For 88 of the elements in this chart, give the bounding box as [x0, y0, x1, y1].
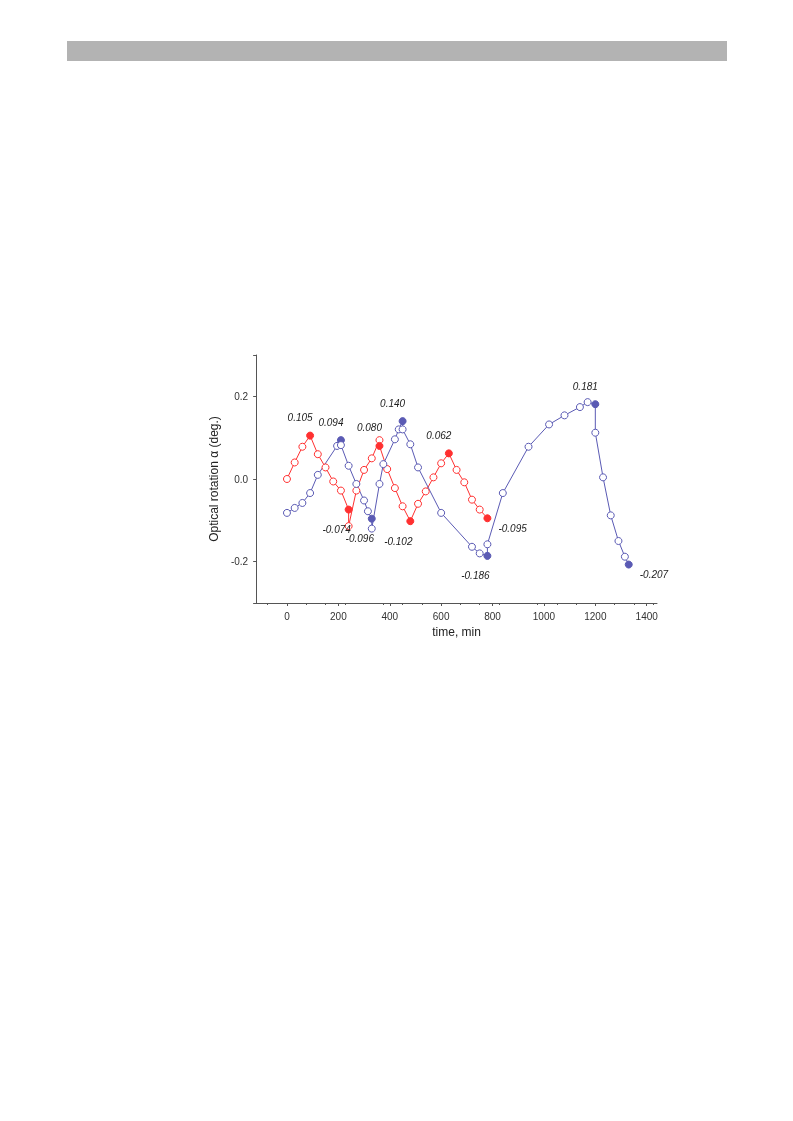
y-axis-title: Optical rotation α (deg.) — [207, 416, 221, 542]
point — [452, 465, 461, 474]
point — [483, 514, 492, 523]
y-tick-label: 0.2 — [234, 390, 249, 402]
point — [545, 420, 554, 429]
data-label: 0.105 — [287, 412, 314, 424]
point — [475, 549, 484, 558]
data-label: -0.074 — [322, 524, 352, 536]
point — [367, 524, 376, 533]
point — [306, 489, 315, 498]
point — [429, 473, 438, 482]
x-tick-label: 1400 — [635, 610, 659, 622]
x-tick-label: 800 — [484, 610, 502, 622]
point — [606, 511, 615, 520]
point — [498, 489, 507, 498]
point — [375, 479, 384, 488]
data-label: -0.096 — [345, 533, 375, 545]
data-label: 0.094 — [318, 416, 344, 428]
point — [467, 542, 476, 551]
point — [336, 486, 345, 495]
point — [344, 505, 353, 514]
point — [467, 495, 476, 504]
point — [414, 499, 423, 508]
point — [624, 560, 633, 569]
data-label: 0.140 — [380, 397, 406, 409]
point — [352, 486, 361, 495]
point — [383, 465, 392, 474]
point — [398, 417, 407, 426]
data-label: -0.207 — [639, 569, 669, 581]
point — [290, 503, 299, 512]
point — [282, 508, 291, 517]
point — [306, 431, 315, 440]
data-label: -0.186 — [461, 570, 491, 582]
point — [290, 458, 299, 467]
point — [444, 449, 453, 458]
point — [460, 478, 469, 487]
x-axis-title: time, min — [432, 624, 481, 639]
x-tick-label: 400 — [381, 610, 399, 622]
x-tick-label: 1200 — [584, 610, 607, 622]
point — [414, 463, 423, 472]
point — [614, 537, 623, 545]
point — [352, 479, 361, 488]
data-label: -0.102 — [384, 535, 413, 547]
point — [583, 398, 592, 407]
x-tick-label: 200 — [330, 610, 348, 622]
point — [620, 552, 629, 561]
point — [298, 498, 307, 507]
point — [599, 473, 608, 482]
data-label: 0.062 — [426, 429, 452, 441]
point — [421, 487, 430, 496]
point — [390, 435, 399, 444]
point — [360, 465, 369, 474]
point — [390, 484, 399, 493]
point — [313, 470, 322, 479]
point — [398, 425, 407, 434]
point — [475, 505, 484, 514]
point — [363, 507, 372, 516]
point — [591, 400, 600, 409]
y-tick-label: -0.2 — [230, 556, 249, 568]
point — [313, 450, 322, 459]
point — [437, 508, 446, 517]
x-tick-label: 600 — [432, 610, 450, 622]
point — [329, 477, 338, 486]
point — [591, 428, 600, 437]
point — [367, 514, 376, 523]
point — [375, 441, 384, 450]
point — [282, 475, 291, 483]
point — [483, 551, 492, 560]
point — [379, 460, 388, 469]
point — [298, 442, 307, 451]
point — [344, 461, 353, 470]
data-label: 0.080 — [356, 422, 383, 434]
point — [360, 496, 369, 505]
point — [524, 442, 533, 451]
point — [483, 540, 492, 549]
point — [575, 403, 584, 412]
point — [406, 517, 415, 526]
point — [406, 440, 415, 449]
x-tick-label: 0 — [284, 610, 291, 622]
point — [560, 411, 569, 420]
point — [367, 454, 376, 463]
point — [437, 459, 446, 468]
data-label: 0.181 — [572, 380, 598, 392]
point — [398, 502, 407, 511]
y-tick-label: 0.0 — [234, 473, 249, 485]
data-label: -0.095 — [498, 522, 528, 534]
x-tick-label: 1000 — [532, 610, 556, 622]
point — [321, 463, 330, 472]
